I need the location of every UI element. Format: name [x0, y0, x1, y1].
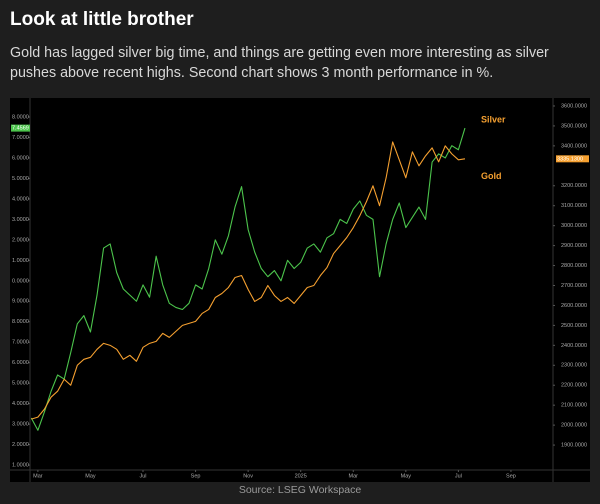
- y-tick-label: 7.0000: [12, 340, 29, 346]
- x-tick-label: Mar: [33, 473, 43, 479]
- last-value-tag-label: 3335.1300: [557, 156, 583, 162]
- y-tick-label: 3.0000: [12, 217, 29, 223]
- y2-tick-label: 2600.0000: [561, 303, 587, 309]
- y2-tick-label: 3100.0000: [561, 203, 587, 209]
- series-label: Silver: [481, 114, 506, 124]
- y2-tick-label: 2100.0000: [561, 403, 587, 409]
- y2-tick-label: 3600.0000: [561, 103, 587, 109]
- y-tick-label: 5.0000: [12, 381, 29, 387]
- chart-panel: [10, 98, 590, 482]
- y-tick-label: 3.0000: [12, 422, 29, 428]
- y-tick-label: 1.0000: [12, 258, 29, 264]
- y2-tick-label: 2800.0000: [561, 263, 587, 269]
- x-tick-label: Jul: [139, 473, 146, 479]
- y2-tick-label: 2400.0000: [561, 343, 587, 349]
- y-tick-label: 7.0000: [12, 135, 29, 141]
- y2-tick-label: 2900.0000: [561, 243, 587, 249]
- y2-tick-label: 3200.0000: [561, 183, 587, 189]
- y-tick-label: 1.0000: [12, 463, 29, 469]
- y-tick-label: 4.0000: [12, 196, 29, 202]
- last-value-tag: [11, 124, 30, 132]
- x-tick-label: May: [85, 473, 96, 479]
- last-value-tag-label: 7.4569: [12, 126, 29, 132]
- y-tick-label: 8.0000: [12, 319, 29, 325]
- last-value-tag: [556, 155, 589, 163]
- y2-tick-label: 2300.0000: [561, 363, 587, 369]
- x-tick-label: Sep: [506, 473, 516, 479]
- y2-tick-label: 2200.0000: [561, 383, 587, 389]
- y-tick-label: 0.0000: [12, 278, 29, 284]
- y2-tick-label: 3500.0000: [561, 123, 587, 129]
- x-tick-label: Mar: [349, 473, 359, 479]
- y-tick-label: 5.0000: [12, 176, 29, 182]
- subtitle: Gold has lagged silver big time, and thi…: [10, 45, 549, 81]
- y-tick-label: 9.0000: [12, 299, 29, 305]
- x-tick-label: Nov: [243, 473, 253, 479]
- series-label: Gold: [481, 171, 502, 181]
- series-line: [30, 127, 466, 431]
- y-tick-label: 6.0000: [12, 360, 29, 366]
- source: Source: LSEG Workspace: [238, 484, 362, 496]
- series-line: [31, 141, 466, 420]
- y2-tick-label: 2700.0000: [561, 283, 587, 289]
- y2-tick-label: 2500.0000: [561, 323, 587, 329]
- y-tick-label: 2.0000: [12, 237, 29, 243]
- y-tick-label: 2.0000: [12, 442, 29, 448]
- title: Look at little brother: [10, 9, 194, 30]
- y2-tick-label: 2000.0000: [561, 423, 587, 429]
- x-tick-label: 2025: [295, 473, 307, 479]
- y-tick-label: 6.0000: [12, 155, 29, 161]
- y2-tick-label: 3400.0000: [561, 143, 587, 149]
- x-tick-label: Sep: [191, 473, 201, 479]
- y2-tick-label: 3000.0000: [561, 223, 587, 229]
- y-tick-label: 4.0000: [12, 401, 29, 407]
- y2-tick-label: 1900.0000: [561, 443, 587, 449]
- x-tick-label: Jul: [455, 473, 462, 479]
- x-tick-label: May: [401, 473, 412, 479]
- y-tick-label: 8.0000: [12, 114, 29, 120]
